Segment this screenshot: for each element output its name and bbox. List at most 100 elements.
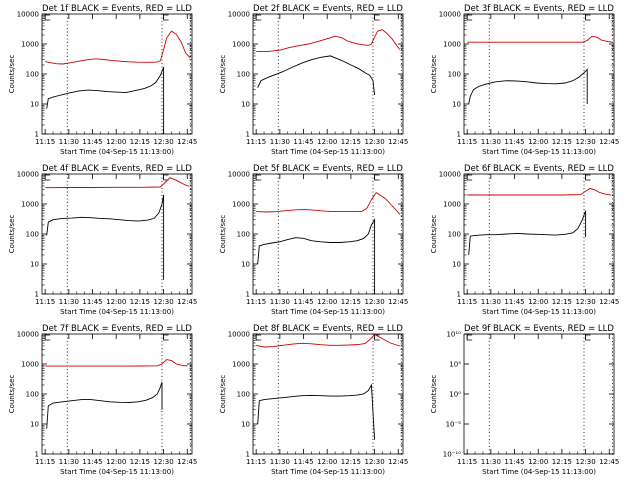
y-tick-label: 1000 — [21, 361, 39, 369]
y-tick-label: 1000 — [21, 41, 39, 49]
event-rate-line — [46, 381, 163, 429]
x-tick-label: 12:30 — [364, 298, 384, 306]
x-tick-label: 11:45 — [293, 458, 313, 466]
detector-panel: Det 9f BLACK = Events, RED = LLD 10⁻¹⁰ 10⁻… — [430, 324, 619, 476]
y-tick-label: 100 — [237, 231, 250, 239]
y-tick-label: 1000 — [21, 201, 39, 209]
panel-title: Det 9f BLACK = Events, RED = LLD — [464, 324, 614, 334]
x-tick-label: 12:15 — [341, 458, 361, 466]
y-tick-label: 100 — [237, 71, 250, 79]
x-axis-label: Start Time (04-Sep-15 11:13:00) — [60, 468, 174, 476]
interval-bracket — [163, 334, 169, 341]
x-tick-label: 11:15 — [246, 458, 266, 466]
x-tick-label: 12:45 — [599, 298, 619, 306]
plot-frame — [41, 173, 193, 295]
interval-bracket — [163, 14, 169, 21]
x-tick-label: 11:15 — [457, 458, 477, 466]
detector-panel: Det 6f BLACK = Events, RED = LLD 1 10 100 10… — [430, 164, 619, 316]
x-tick-label: 11:45 — [293, 138, 313, 146]
y-axis-label: Counts/sec — [219, 215, 227, 254]
event-rate-line — [257, 218, 376, 294]
y-tick-label: 10 — [241, 101, 250, 109]
x-tick-label: 12:15 — [341, 298, 361, 306]
event-rate-line — [46, 66, 165, 134]
y-tick-label: 10 — [30, 421, 39, 429]
y-tick-label: 1 — [246, 131, 250, 139]
x-tick-label: 11:45 — [504, 298, 524, 306]
y-tick-label: 1 — [35, 451, 39, 459]
x-axis-label: Start Time (04-Sep-15 11:13:00) — [271, 308, 385, 316]
y-tick-label: 10¹⁰ — [446, 331, 461, 339]
lld-rate-line — [45, 359, 188, 367]
y-tick-label: 10⁰ — [449, 391, 461, 399]
x-tick-label: 12:00 — [106, 138, 126, 146]
y-axis-label: Counts/sec — [430, 55, 438, 94]
y-axis-label: Counts/sec — [8, 375, 16, 414]
event-rate-line — [468, 68, 588, 105]
y-axis-label: Counts/sec — [430, 215, 438, 254]
y-tick-label: 10⁵ — [449, 361, 461, 369]
y-tick-label: 10⁻⁵ — [446, 421, 462, 429]
x-tick-label: 11:30 — [270, 458, 290, 466]
x-tick-label: 11:30 — [481, 458, 501, 466]
x-tick-label: 11:15 — [35, 298, 55, 306]
x-tick-label: 12:00 — [106, 458, 126, 466]
x-tick-label: 11:45 — [504, 138, 524, 146]
y-tick-label: 10000 — [439, 171, 461, 179]
y-tick-label: 100 — [448, 71, 461, 79]
y-tick-label: 1 — [35, 291, 39, 299]
lld-rate-line — [467, 35, 613, 43]
x-tick-label: 11:15 — [457, 138, 477, 146]
x-tick-label: 11:30 — [270, 138, 290, 146]
y-tick-label: 10000 — [17, 171, 39, 179]
x-tick-label: 12:30 — [153, 298, 173, 306]
y-tick-label: 10000 — [228, 331, 250, 339]
x-tick-label: 11:15 — [246, 298, 266, 306]
interval-bracket — [374, 174, 380, 181]
lld-rate-line — [467, 187, 611, 196]
lld-rate-line — [45, 30, 191, 65]
lld-rate-line — [256, 29, 401, 53]
detector-panel: Det 8f BLACK = Events, RED = LLD 1 10 100 10… — [219, 324, 408, 476]
y-tick-label: 10000 — [228, 11, 250, 19]
y-tick-label: 100 — [26, 391, 39, 399]
x-tick-label: 12:45 — [177, 138, 197, 146]
panel-title: Det 6f BLACK = Events, RED = LLD — [464, 164, 614, 174]
interval-bracket — [44, 174, 51, 181]
detector-panel: Det 3f BLACK = Events, RED = LLD 1 10 100 10… — [430, 4, 619, 156]
x-tick-label: 12:00 — [528, 138, 548, 146]
x-tick-label: 11:30 — [481, 298, 501, 306]
x-axis-label: Start Time (04-Sep-15 11:13:00) — [482, 308, 596, 316]
x-tick-label: 11:45 — [82, 298, 102, 306]
x-tick-label: 11:15 — [457, 298, 477, 306]
plot-frame — [252, 173, 404, 295]
x-tick-label: 12:00 — [106, 298, 126, 306]
interval-bracket — [255, 174, 262, 181]
x-tick-label: 11:45 — [293, 298, 313, 306]
x-tick-label: 11:15 — [246, 138, 266, 146]
x-tick-label: 12:00 — [317, 458, 337, 466]
y-tick-label: 100 — [448, 231, 461, 239]
panel-title: Det 2f BLACK = Events, RED = LLD — [253, 4, 403, 14]
x-tick-label: 12:00 — [317, 298, 337, 306]
x-tick-label: 12:30 — [575, 138, 595, 146]
lld-rate-line — [45, 177, 189, 189]
lld-rate-line — [256, 191, 401, 215]
y-axis-label: Counts/sec — [219, 55, 227, 94]
y-tick-label: 10 — [30, 261, 39, 269]
interval-bracket — [44, 334, 51, 341]
plot-frame — [463, 333, 615, 455]
x-tick-label: 12:30 — [153, 458, 173, 466]
event-rate-line — [468, 210, 587, 256]
y-axis-label: Counts/sec — [8, 55, 16, 94]
y-tick-label: 10000 — [17, 331, 39, 339]
y-tick-label: 10 — [30, 101, 39, 109]
x-tick-label: 12:15 — [552, 458, 572, 466]
y-tick-label: 1 — [246, 291, 250, 299]
x-tick-label: 12:45 — [388, 298, 408, 306]
x-tick-label: 12:45 — [388, 138, 408, 146]
x-axis-label: Start Time (04-Sep-15 11:13:00) — [60, 148, 174, 156]
plot-frame — [41, 13, 193, 135]
panel-title: Det 3f BLACK = Events, RED = LLD — [464, 4, 614, 14]
